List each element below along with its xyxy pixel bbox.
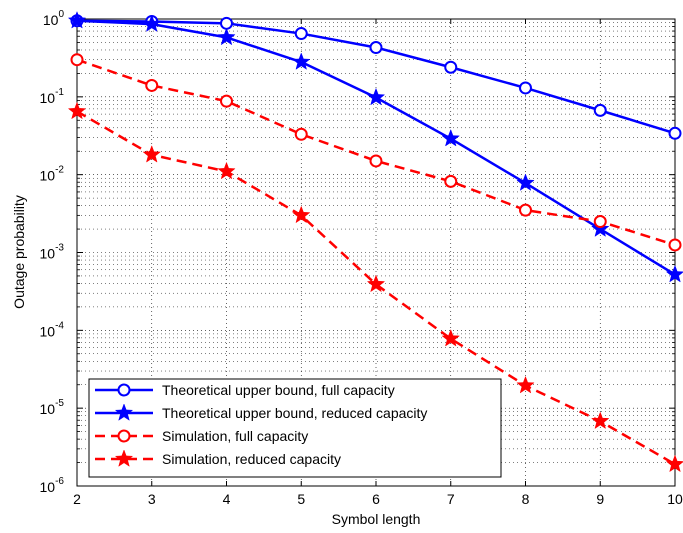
data-point [516, 173, 535, 191]
data-point [294, 127, 308, 141]
data-point [668, 238, 682, 252]
legend-label: Simulation, full capacity [162, 428, 308, 444]
y-tick-label: 10-1 [40, 87, 65, 106]
data-point [68, 102, 86, 119]
x-tick-label: 2 [73, 491, 81, 507]
y-tick-label: 10-2 [40, 165, 65, 184]
x-tick-label: 7 [447, 491, 455, 507]
data-point [516, 376, 535, 394]
legend-marker [115, 403, 133, 421]
data-point [145, 78, 159, 92]
data-point [666, 455, 683, 472]
series-line [76, 19, 676, 135]
y-tick-label: 10-5 [40, 398, 65, 417]
data-point [519, 81, 532, 95]
data-point [367, 88, 385, 106]
series-2 [68, 11, 683, 283]
y-tick-label: 10-4 [40, 320, 65, 339]
data-point [441, 329, 460, 347]
data-point [220, 16, 233, 30]
x-tick-label: 6 [372, 491, 380, 507]
legend-entry: Simulation, full capacity [95, 428, 308, 444]
data-point [217, 28, 236, 45]
legend-entry: Theoretical upper bound, reduced capacit… [95, 403, 427, 421]
y-tick-label: 10-3 [40, 243, 65, 262]
data-point [142, 145, 161, 163]
legend-label: Theoretical upper bound, full capacity [162, 382, 395, 398]
axis-ticks: 2 3 4 5 6 7 8 9 10 10-6 10-5 10-4 10-3 10-2 10-1 100 [40, 9, 683, 507]
legend: Theoretical upper bound, full capacity Th… [88, 378, 502, 478]
data-point [292, 206, 311, 223]
y-axis-label: Outage probability [11, 195, 27, 309]
data-point [367, 275, 385, 292]
data-point [217, 162, 236, 179]
data-point [369, 41, 383, 55]
data-point [666, 265, 683, 283]
data-point [142, 14, 161, 32]
data-point [591, 219, 610, 237]
x-tick-label: 10 [667, 491, 683, 507]
series-4 [68, 102, 683, 472]
data-point [220, 94, 233, 108]
series-1 [70, 14, 682, 140]
data-point [441, 129, 460, 147]
x-tick-label: 9 [596, 491, 604, 507]
y-tick-label: 100 [43, 9, 65, 28]
data-point [292, 52, 311, 70]
legend-box [88, 378, 502, 478]
legend-label: Theoretical upper bound, reduced capacit… [162, 405, 427, 421]
data-point [444, 60, 458, 74]
x-tick-label: 3 [148, 491, 156, 507]
x-tick-label: 8 [522, 491, 530, 507]
legend-label: Simulation, reduced capacity [162, 451, 341, 467]
data-point [593, 215, 607, 229]
legend-entry: Theoretical upper bound, full capacity [95, 382, 395, 398]
series [68, 11, 683, 472]
series-3 [70, 53, 682, 252]
series-line [76, 58, 676, 247]
data-point [668, 126, 682, 140]
x-tick-label: 4 [223, 491, 231, 507]
x-axis-label: Symbol length [332, 511, 421, 527]
data-point [294, 27, 308, 41]
x-tick-label: 5 [297, 491, 305, 507]
legend-marker [115, 449, 133, 467]
legend-entry: Simulation, reduced capacity [95, 449, 341, 467]
data-point [369, 154, 383, 168]
y-tick-label: 10-6 [40, 476, 65, 495]
data-point [519, 203, 532, 217]
data-point [593, 103, 607, 117]
data-point [70, 53, 84, 67]
data-point [444, 174, 458, 188]
data-point [591, 411, 610, 429]
legend-marker [117, 383, 131, 397]
data-point [68, 11, 86, 29]
legend-marker [117, 429, 131, 443]
